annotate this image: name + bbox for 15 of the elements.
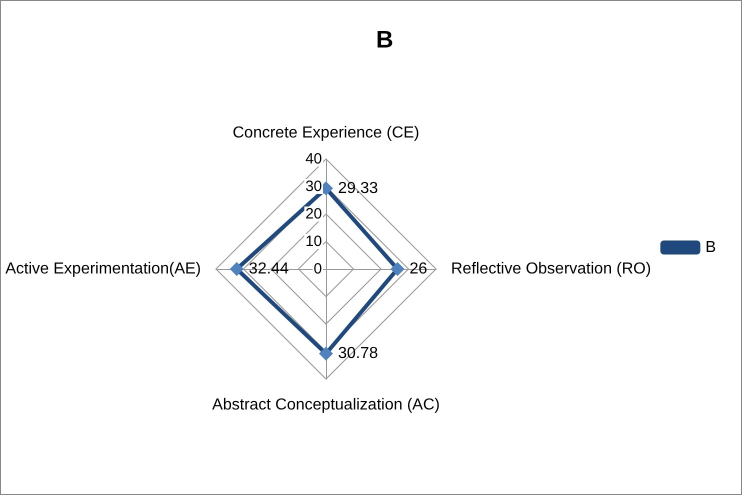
data-label: 30.78 bbox=[338, 345, 378, 362]
data-label: 32.44 bbox=[248, 260, 289, 278]
spoke-label: Reflective Observation (RO) bbox=[451, 260, 652, 278]
spoke-label: Abstract Conceptualization (AC) bbox=[212, 396, 440, 414]
y-tick-label: 20 bbox=[305, 206, 322, 222]
y-tick-label: 0 bbox=[314, 260, 322, 278]
legend-label: B bbox=[705, 239, 716, 256]
y-tick-label: 10 bbox=[305, 233, 322, 250]
spoke-label: Concrete Experience (CE) bbox=[232, 124, 420, 142]
chart-title: B bbox=[376, 26, 394, 54]
spoke-label: Active Experimentation(AE) bbox=[5, 260, 201, 278]
y-tick-label: 30 bbox=[305, 178, 322, 195]
data-label: 29.33 bbox=[338, 180, 378, 197]
data-label: 26 bbox=[410, 260, 428, 278]
y-tick-label: 40 bbox=[305, 150, 322, 168]
